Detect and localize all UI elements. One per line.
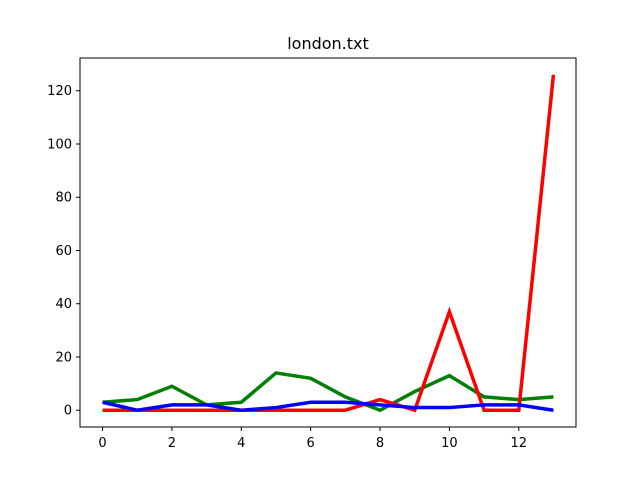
x-tick-label-5: 10 xyxy=(441,436,458,451)
x-tick-label-6: 12 xyxy=(510,436,527,451)
x-tick-label-3: 6 xyxy=(307,436,315,451)
x-tick-label-2: 4 xyxy=(237,436,245,451)
plot-frame xyxy=(79,57,577,428)
series-line-1 xyxy=(102,74,556,413)
y-tick-label-6: 120 xyxy=(47,84,72,99)
chart-title: london.txt xyxy=(287,34,369,53)
y-tick-label-0: 0 xyxy=(64,404,72,419)
x-tick-label-1: 2 xyxy=(168,436,176,451)
y-tick-label-5: 100 xyxy=(47,137,72,152)
series-layer xyxy=(102,74,556,413)
x-tick-label-0: 0 xyxy=(98,436,106,451)
y-tick-label-3: 60 xyxy=(55,244,72,259)
x-tick-label-4: 8 xyxy=(376,436,384,451)
y-tick-label-1: 20 xyxy=(55,350,72,365)
y-tick-label-4: 80 xyxy=(55,191,72,206)
series-line-2 xyxy=(102,400,554,413)
y-tick-label-2: 40 xyxy=(55,297,72,312)
